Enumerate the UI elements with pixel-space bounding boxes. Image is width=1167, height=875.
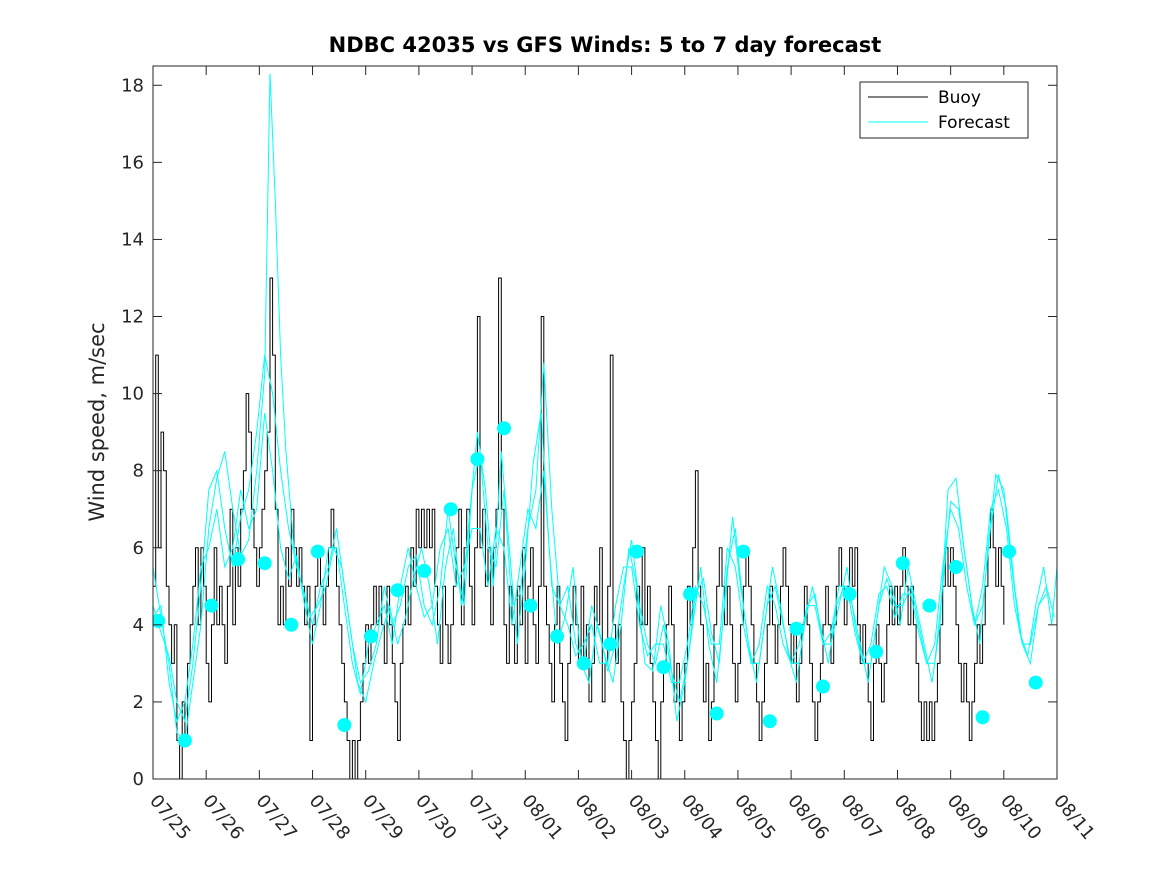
forecast-marker xyxy=(364,629,378,644)
forecast-marker xyxy=(153,614,166,628)
forecast-marker xyxy=(1028,675,1043,690)
forecast-marker xyxy=(177,733,192,748)
legend-box xyxy=(859,81,1029,139)
y-tick-label: 10 xyxy=(121,384,144,405)
forecast-marker xyxy=(683,587,698,601)
forecast-marker xyxy=(975,710,990,725)
plot-data-group xyxy=(153,73,1057,779)
forecast-marker xyxy=(337,718,352,732)
forecast-marker xyxy=(576,656,591,671)
y-tick-label: 2 xyxy=(133,692,144,713)
forecast-marker xyxy=(390,583,405,598)
forecast-marker xyxy=(949,560,963,574)
forecast-marker xyxy=(789,621,804,636)
y-tick-label: 16 xyxy=(121,152,144,173)
y-axis: 0 2 4 6 8 10 12 14 16 18 xyxy=(121,75,1057,790)
forecast-marker xyxy=(497,421,511,436)
forecast-series xyxy=(153,73,1057,742)
forecast-marker xyxy=(736,544,751,559)
forecast-marker xyxy=(470,452,485,467)
y-tick-label: 18 xyxy=(121,75,144,96)
forecast-marker xyxy=(284,617,299,632)
forecast-marker xyxy=(1002,544,1017,559)
forecast-marker xyxy=(922,598,937,613)
y-tick-label: 4 xyxy=(133,615,144,636)
forecast-markers xyxy=(153,421,1043,748)
forecast-marker xyxy=(443,502,458,517)
forecast-marker xyxy=(310,544,325,559)
forecast-marker xyxy=(550,629,565,644)
y-axis-label: Wind speed, m/sec xyxy=(85,322,109,521)
y-tick-label: 6 xyxy=(133,538,144,559)
forecast-line xyxy=(153,354,1055,724)
forecast-marker xyxy=(204,598,219,613)
forecast-line xyxy=(153,412,1047,723)
forecast-marker xyxy=(656,660,671,675)
forecast-marker xyxy=(869,644,884,659)
legend: Buoy Forecast xyxy=(859,81,1029,139)
forecast-marker xyxy=(895,556,910,571)
y-tick-label: 8 xyxy=(133,461,144,482)
forecast-marker xyxy=(231,552,246,567)
forecast-marker xyxy=(523,598,538,613)
forecast-marker xyxy=(762,714,777,729)
forecast-marker xyxy=(257,556,272,571)
legend-label-forecast: Forecast xyxy=(938,113,1010,133)
forecast-marker xyxy=(842,587,857,601)
plot-frame xyxy=(152,65,1058,780)
legend-label-buoy: Buoy xyxy=(938,88,981,108)
forecast-marker xyxy=(417,563,432,578)
forecast-marker xyxy=(603,637,618,652)
y-tick-label: 14 xyxy=(121,229,144,250)
forecast-marker xyxy=(816,679,830,694)
forecast-marker xyxy=(629,544,644,559)
chart-title: NDBC 42035 vs GFS Winds: 5 to 7 day fore… xyxy=(329,33,882,57)
y-tick-label: 0 xyxy=(133,769,144,790)
y-tick-label: 12 xyxy=(121,307,144,328)
forecast-marker xyxy=(709,706,724,721)
